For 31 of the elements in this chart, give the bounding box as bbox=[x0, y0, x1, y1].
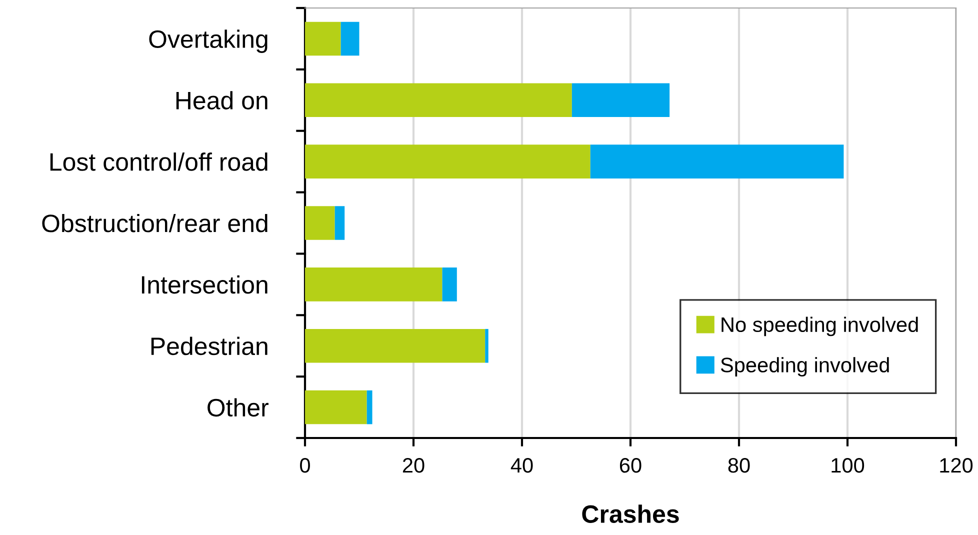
x-tick-label: 40 bbox=[510, 458, 533, 473]
y-tick-label: Intersection bbox=[142, 275, 268, 294]
bar bbox=[305, 390, 367, 424]
legend-label: No speeding involved bbox=[722, 316, 918, 336]
y-tick-label: Overtaking bbox=[149, 30, 268, 53]
y-tick-label: Lost control/off road bbox=[50, 152, 268, 171]
y-tick-label: Other bbox=[208, 398, 268, 417]
x-tick-label: 100 bbox=[832, 458, 864, 473]
bar bbox=[442, 268, 457, 302]
y-tick-label: Head on bbox=[176, 91, 268, 110]
x-tick-label: 80 bbox=[728, 458, 750, 473]
bar bbox=[305, 22, 341, 56]
y-tick-label: Obstruction/rear end bbox=[42, 214, 268, 232]
x-tick-label: 120 bbox=[940, 458, 973, 473]
bar bbox=[305, 328, 486, 363]
bar bbox=[305, 206, 335, 240]
bar bbox=[305, 268, 442, 302]
x-tick-label: 0 bbox=[300, 458, 310, 473]
x-tick-label: 20 bbox=[402, 458, 424, 473]
y-tick-label: Pedestrian bbox=[151, 336, 268, 356]
bar bbox=[334, 206, 345, 240]
bar bbox=[485, 328, 488, 363]
x-tick-label: 60 bbox=[620, 458, 642, 473]
x-axis-title: Crashes bbox=[582, 504, 679, 524]
bar bbox=[590, 144, 844, 178]
bar bbox=[340, 22, 360, 56]
legend-label: Speeding involved bbox=[720, 357, 889, 377]
bar bbox=[366, 390, 372, 424]
bar bbox=[305, 144, 590, 178]
bar bbox=[305, 83, 572, 118]
bar bbox=[572, 83, 670, 118]
